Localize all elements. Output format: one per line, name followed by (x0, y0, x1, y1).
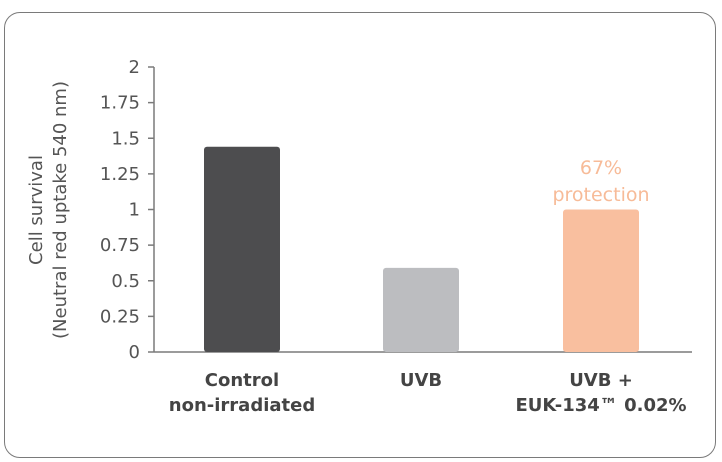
annotation: 67% protection (552, 157, 649, 206)
y-tick-label: 0.75 (100, 235, 140, 256)
y-axis-label-line2: (Neutral red uptake 540 nm) (50, 81, 71, 339)
y-tick-label: 1.5 (111, 128, 140, 149)
y-ticks: 0 0.25 0.5 0.75 1 1.25 1.5 1.75 2 (100, 57, 154, 363)
y-tick-label: 2 (129, 57, 140, 78)
category-label-line1: UVB + (569, 370, 633, 391)
category-label-line1: Control (205, 370, 279, 391)
bars (204, 146, 639, 352)
y-tick-label: 1.25 (100, 164, 140, 185)
annotation-line2: protection (552, 184, 649, 206)
y-tick-label: 1.75 (100, 93, 140, 114)
y-tick-label: 1 (129, 200, 140, 221)
bar (383, 267, 459, 352)
y-axis-label-line1: Cell survival (26, 155, 47, 265)
annotation-line1: 67% (580, 157, 622, 179)
category-label-line2: EUK-134™ 0.02% (515, 395, 686, 416)
y-tick-label: 0.25 (100, 306, 140, 327)
category-labels: Control non-irradiated UVB UVB + EUK-134™ 0.… (169, 370, 687, 416)
y-tick-label: 0.5 (111, 271, 140, 292)
bar (204, 146, 280, 352)
category-label-line1: UVB (400, 370, 442, 391)
category-label-line2: non-irradiated (169, 395, 315, 416)
y-tick-label: 0 (129, 342, 140, 363)
bar (563, 209, 639, 352)
y-axis-label: Cell survival (Neutral red uptake 540 nm… (26, 81, 71, 339)
